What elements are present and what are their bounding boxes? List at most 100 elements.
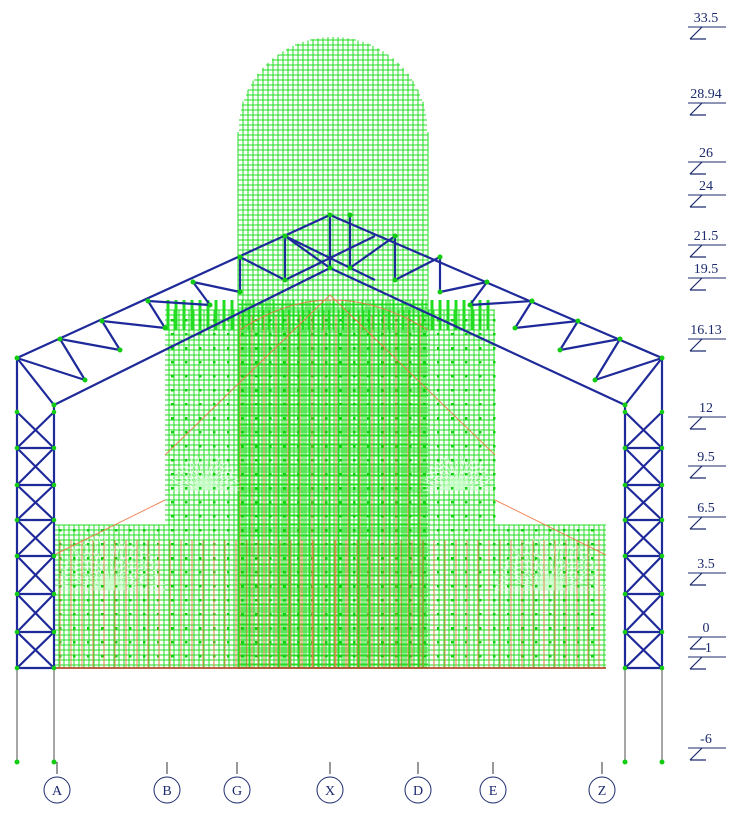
mesh-node [577,571,580,574]
truss-node [622,553,628,559]
truss-node [659,482,665,488]
column-brace [624,519,663,557]
mesh-node [255,445,258,448]
mesh-node [283,333,286,336]
mesh-node [255,389,258,392]
mesh-node [255,627,258,630]
mesh-node [409,417,412,420]
truss-node [14,409,20,415]
mesh-node [353,389,356,392]
truss-node [529,298,535,304]
mesh-node [213,389,216,392]
truss-node [117,347,123,353]
left-mid-bulge [170,455,240,491]
mesh-node [297,529,300,532]
bulge-rib [204,478,239,491]
mesh-node [423,347,426,350]
mesh-node [213,473,216,476]
truss-node [14,517,20,523]
truss-node [51,591,57,597]
bulge-rib [109,562,158,591]
truss-vertical [624,357,663,406]
mesh-node [479,417,482,420]
mesh-node [255,543,258,546]
truss-node [237,254,243,260]
mesh-node [591,655,594,658]
mesh-node [409,375,412,378]
mesh-node [269,627,272,630]
mesh-node [269,361,272,364]
axis-label: Z [598,784,607,799]
mesh-node [381,417,384,420]
mesh-node [213,487,216,490]
mesh-node [325,501,328,504]
mesh-node [437,459,440,462]
mesh-node [157,613,160,616]
mesh-node [591,543,594,546]
mesh-node [325,543,328,546]
mesh-node [129,529,132,532]
mesh-node [423,501,426,504]
mesh-node [143,543,146,546]
bulge-rib [508,552,551,591]
mesh-node [423,431,426,434]
mesh-node [451,459,454,462]
bulge-rib [204,456,217,491]
bulge-rib [431,466,459,491]
mesh-node [101,655,104,658]
mesh-node [185,361,188,364]
mesh-node [115,599,118,602]
mesh-node [325,375,328,378]
mesh-node [451,361,454,364]
mesh-node [255,487,258,490]
mesh-node [479,543,482,546]
mesh-node [465,641,468,644]
truss-node [14,553,20,559]
mesh-node [101,543,104,546]
truss-diagonal [349,235,396,269]
mesh-node [353,319,356,322]
truss-node [512,325,518,331]
mesh-node [101,599,104,602]
truss-node [237,289,243,295]
mesh-node [507,655,510,658]
mesh-node [283,599,286,602]
mesh-node [129,585,132,588]
mesh-node [283,529,286,532]
mesh-node [353,347,356,350]
pile-node [659,759,665,765]
mesh-node [185,529,188,532]
foundation-piles [14,668,665,765]
mesh-node [451,389,454,392]
mesh-node [325,445,328,448]
mesh-node [465,529,468,532]
mesh-node [479,459,482,462]
mesh-node [465,627,468,630]
mesh-node [381,571,384,574]
mesh-node [479,361,482,364]
bulge-rib [109,537,128,591]
level-arrow-icon [689,416,706,430]
mesh-node [535,627,538,630]
truss-nodes [14,212,665,671]
level-marker: 26 [688,146,726,175]
level-label: -6 [700,732,712,747]
mesh-node [493,599,496,602]
mesh-node [367,501,370,504]
mesh-node [87,613,90,616]
mesh-node [185,655,188,658]
mesh-node [507,529,510,532]
mesh-node [283,459,286,462]
axis-bubble: B [153,762,181,804]
truss-node [557,347,563,353]
bulge-rib [457,466,485,491]
truss-node [327,265,333,271]
level-label: 21.5 [694,229,719,244]
mesh-node [437,655,440,658]
bulge-rib [87,539,111,591]
mesh-node [73,655,76,658]
truss-node [327,212,333,218]
mesh-node [381,389,384,392]
mesh-node [171,389,174,392]
level-markers: 33.5 28.94 26 24 21.5 19.5 16.13 12 9.5 6.5 3.5 0 -1… [688,11,726,761]
